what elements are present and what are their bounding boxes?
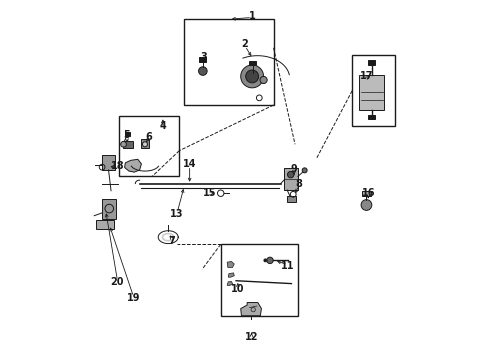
Text: 19: 19 — [127, 293, 140, 303]
Polygon shape — [227, 282, 233, 285]
Text: 6: 6 — [145, 132, 152, 142]
Text: 8: 8 — [295, 179, 302, 189]
Text: 4: 4 — [159, 121, 166, 131]
Circle shape — [143, 142, 147, 147]
Circle shape — [260, 76, 267, 84]
Circle shape — [241, 65, 264, 88]
Text: 17: 17 — [360, 71, 373, 81]
Bar — [199, 58, 206, 62]
Text: 9: 9 — [291, 164, 297, 174]
Circle shape — [245, 70, 259, 83]
Text: 1: 1 — [249, 11, 255, 21]
Bar — [352, 55, 395, 126]
Polygon shape — [228, 273, 234, 277]
Text: 18: 18 — [111, 161, 124, 171]
Bar — [102, 199, 117, 219]
Bar — [220, 244, 297, 316]
Bar — [362, 191, 371, 196]
Polygon shape — [227, 261, 234, 267]
Text: 5: 5 — [123, 130, 130, 140]
Circle shape — [267, 257, 273, 264]
Polygon shape — [124, 159, 142, 172]
Text: 11: 11 — [281, 261, 294, 271]
Bar — [284, 168, 298, 190]
Bar — [102, 155, 115, 170]
Circle shape — [302, 168, 307, 173]
Text: 12: 12 — [245, 332, 258, 342]
Text: 13: 13 — [171, 209, 184, 219]
Text: 14: 14 — [183, 159, 196, 169]
Bar — [96, 220, 114, 229]
Bar — [287, 196, 296, 202]
Bar — [249, 61, 256, 65]
Bar — [142, 139, 148, 148]
Bar — [368, 115, 375, 119]
Text: 16: 16 — [362, 188, 375, 198]
Text: 15: 15 — [202, 188, 216, 198]
Bar — [119, 116, 179, 176]
Circle shape — [288, 171, 294, 178]
Bar — [359, 75, 384, 111]
Circle shape — [198, 67, 207, 75]
Bar — [125, 132, 130, 136]
Circle shape — [361, 200, 372, 210]
Polygon shape — [241, 302, 262, 316]
Circle shape — [264, 259, 267, 262]
Text: 20: 20 — [111, 277, 124, 287]
Text: 3: 3 — [200, 52, 207, 62]
Bar — [184, 19, 273, 105]
Text: 2: 2 — [242, 39, 248, 49]
Circle shape — [121, 141, 126, 147]
Text: 10: 10 — [231, 284, 245, 294]
Bar — [123, 141, 133, 148]
Text: 7: 7 — [169, 236, 175, 246]
Bar — [368, 60, 375, 64]
